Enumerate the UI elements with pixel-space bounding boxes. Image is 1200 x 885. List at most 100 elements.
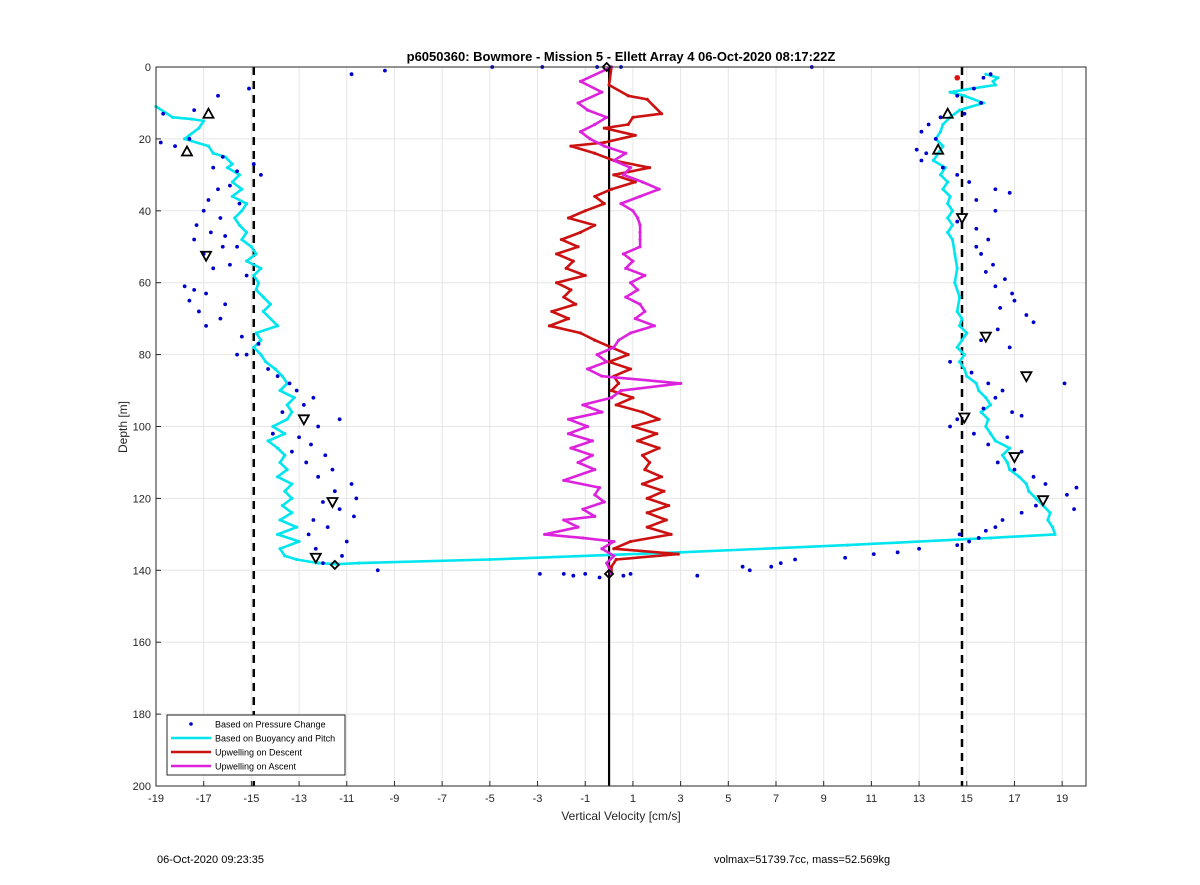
series-line-point xyxy=(602,126,606,130)
pressure-change-point xyxy=(321,500,325,504)
x-tick-label: 15 xyxy=(961,793,973,805)
series-line-point xyxy=(292,396,296,400)
series-line-point xyxy=(979,410,983,414)
series-line-point xyxy=(230,194,234,199)
pressure-change-point xyxy=(1000,388,1005,393)
pressure-change-point xyxy=(223,234,228,238)
series-line-point xyxy=(578,230,583,234)
series-line-point xyxy=(662,489,666,493)
pressure-change-point xyxy=(313,546,318,551)
pressure-change-point xyxy=(969,370,974,375)
pressure-change-point xyxy=(192,287,197,292)
y-tick-label: 100 xyxy=(133,422,151,434)
series-line-point xyxy=(578,130,583,134)
series-line-point xyxy=(593,493,597,497)
pressure-change-point xyxy=(301,403,306,407)
series-line-point xyxy=(1008,446,1012,450)
series-line-point xyxy=(679,550,683,554)
x-tick-label: -17 xyxy=(196,793,212,805)
pressure-change-point xyxy=(192,237,197,242)
pressure-change-point xyxy=(304,460,309,465)
series-line-point xyxy=(595,353,599,357)
series-line-point xyxy=(187,133,191,137)
series-line-point xyxy=(638,223,642,227)
series-line-point xyxy=(614,557,618,562)
series-line-point xyxy=(624,266,628,270)
series-line-point xyxy=(245,259,249,263)
series-line-point xyxy=(617,338,621,342)
series-line-point xyxy=(280,374,284,378)
series-line-point xyxy=(276,475,280,479)
series-line-point xyxy=(659,475,664,479)
pressure-change-point xyxy=(344,539,349,544)
pressure-change-point xyxy=(993,395,998,400)
pressure-change-point xyxy=(187,137,192,141)
pressure-change-point xyxy=(187,298,192,303)
pressure-change-point xyxy=(216,93,220,98)
series-line-point xyxy=(357,561,361,565)
pressure-change-point xyxy=(192,108,197,113)
triangle-down-marker xyxy=(955,213,969,225)
pressure-change-point xyxy=(173,144,177,148)
series-line-point xyxy=(266,439,270,443)
series-line-point xyxy=(1017,475,1021,479)
pressure-change-point xyxy=(1010,410,1014,415)
series-line-point xyxy=(640,180,645,184)
pressure-change-point xyxy=(218,316,223,321)
series-line-point xyxy=(628,166,633,170)
pressure-change-point xyxy=(197,309,201,314)
pressure-change-point xyxy=(957,532,962,537)
pressure-change-point xyxy=(976,536,981,540)
series-line-point xyxy=(991,79,995,83)
series-line-point xyxy=(1024,482,1028,486)
pressure-change-point xyxy=(201,208,206,213)
series-line-point xyxy=(593,223,597,227)
series-line-point xyxy=(245,202,249,206)
series-line-point xyxy=(283,453,287,457)
red-dot-marker xyxy=(954,74,961,81)
series-line-point xyxy=(984,72,988,76)
pressure-change-point xyxy=(919,129,924,134)
series-line-point xyxy=(593,151,597,155)
pressure-change-point xyxy=(778,561,783,566)
series-line-point xyxy=(643,273,647,278)
x-tick-label: 5 xyxy=(725,793,731,805)
series-line-point xyxy=(562,518,566,522)
pressure-change-point xyxy=(1031,320,1036,325)
pressure-change-point xyxy=(325,525,330,530)
triangle-down-marker xyxy=(309,552,323,565)
triangle-down-marker xyxy=(199,250,213,263)
pressure-change-point xyxy=(974,198,979,202)
pressure-change-point xyxy=(1012,467,1017,472)
legend: Based on Pressure Change Based on Buoyanc… xyxy=(166,714,346,776)
series-line-point xyxy=(636,288,640,292)
pressure-change-point xyxy=(182,284,187,289)
series-line-point xyxy=(643,309,647,314)
pressure-change-point xyxy=(375,568,380,573)
series-line xyxy=(155,72,1057,566)
pressure-change-point xyxy=(955,219,960,224)
pressure-change-point xyxy=(538,571,542,576)
series-line-point xyxy=(845,543,850,547)
series-line-point xyxy=(230,180,234,184)
pressure-change-point xyxy=(220,154,225,159)
series-line-point xyxy=(237,223,242,227)
pressure-change-point xyxy=(993,187,998,192)
series-line-point xyxy=(633,180,637,184)
pressure-change-point xyxy=(330,467,335,472)
series-line-point xyxy=(280,503,284,508)
series-line-point xyxy=(590,439,594,443)
series-line-point xyxy=(679,381,683,385)
pressure-change-point xyxy=(1007,345,1012,350)
series-line-point xyxy=(628,281,633,285)
x-tick-label: -11 xyxy=(339,793,354,805)
series-line-point xyxy=(619,388,623,393)
series-line-point xyxy=(631,396,635,400)
series-line-point xyxy=(621,252,625,256)
series-line-point xyxy=(657,446,661,450)
pressure-change-point xyxy=(349,482,354,486)
pressure-change-point xyxy=(311,518,316,522)
series-line-point xyxy=(659,112,664,116)
series-line-point xyxy=(225,166,230,170)
legend-label: Upwelling on Descent xyxy=(215,748,303,758)
